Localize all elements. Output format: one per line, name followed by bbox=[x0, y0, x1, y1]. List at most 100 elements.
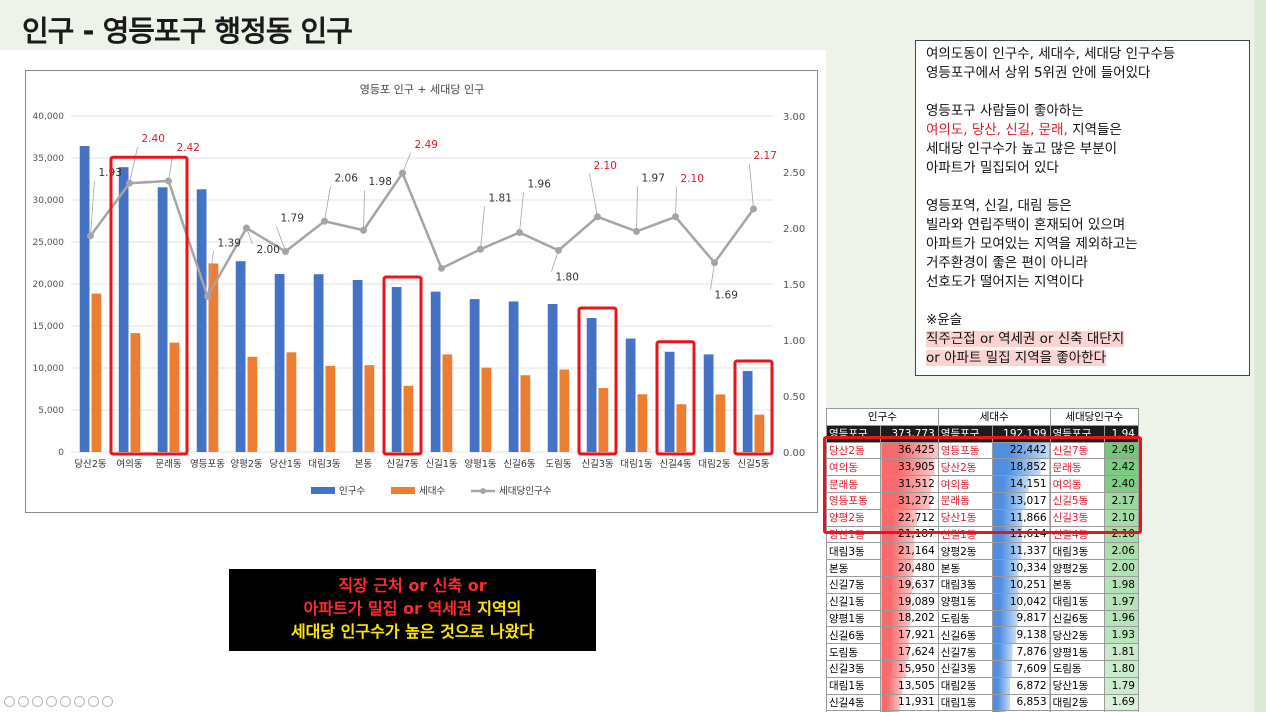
bar-population bbox=[547, 303, 558, 452]
table-row: 양평1동 18,202 도림동 9,817 신길6동 1.96 bbox=[826, 609, 1140, 628]
y-right-tick-label: 2.00 bbox=[783, 224, 805, 235]
x-tick-label: 신길4동 bbox=[659, 458, 692, 470]
table-cell: 영등포동 bbox=[937, 441, 993, 460]
table-cell: 본동 bbox=[1049, 575, 1105, 594]
chart-frame: 영등포 인구 + 세대당 인구 0 5,000 10,000 15,000 20,000 2… bbox=[25, 70, 818, 513]
y-left-tick-label: 0 bbox=[58, 448, 64, 458]
next-slide-icon[interactable] bbox=[18, 696, 29, 707]
line-point bbox=[438, 264, 445, 272]
note-highlight: or 아파트 밀집 지역을 좋아한다 bbox=[926, 349, 1239, 368]
bar-households bbox=[169, 342, 180, 452]
bar-population bbox=[469, 299, 480, 452]
note-line: 세대당 인구수가 높고 많은 부분이 bbox=[926, 141, 1118, 157]
y-right-tick-label: 0.00 bbox=[783, 448, 805, 459]
legend-swatch-point bbox=[480, 488, 486, 494]
camera-icon[interactable] bbox=[88, 696, 99, 707]
subtitle-icon[interactable] bbox=[74, 696, 85, 707]
x-tick-label: 양평1동 bbox=[464, 459, 497, 470]
y-left-tick-label: 10,000 bbox=[33, 364, 65, 374]
bar-population bbox=[157, 187, 168, 452]
table-row: 당산1동 21,187 신길1동 11,614 신길4동 2.10 bbox=[826, 525, 1140, 544]
pen-icon[interactable] bbox=[32, 696, 43, 707]
table-cell: 여의동 bbox=[937, 475, 993, 493]
table-row: 여의동 33,905 당산2동 18,852 문래동 2.42 bbox=[826, 458, 1140, 477]
conclusion-box: 직장 근처 or 신축 or 아파트가 밀집 or 역세권 지역의 세대당 인구… bbox=[229, 569, 596, 651]
table-cell: 당산2동 bbox=[826, 441, 881, 460]
table-cell: 본동 bbox=[937, 559, 993, 577]
x-tick-label: 도림동 bbox=[545, 458, 571, 470]
note-line: 아파트가 밀집되어 있다 bbox=[926, 160, 1059, 176]
chart-highlight-box bbox=[733, 359, 774, 456]
bar-population bbox=[196, 189, 207, 453]
table-cell: 양평1동 bbox=[937, 592, 993, 611]
table-cell: 21,164 bbox=[880, 542, 939, 561]
table-cell: 신길3동 bbox=[826, 659, 881, 678]
table-cell: 1.69 bbox=[1103, 693, 1140, 712]
point-data-label: 1.98 bbox=[369, 176, 392, 188]
table-summary-row: 영등포구 373,773 영등포구 192,199 영등포구 1.94 bbox=[826, 424, 1140, 443]
chart-highlight-box bbox=[109, 155, 189, 456]
table-cell: 2.10 bbox=[1103, 508, 1140, 527]
right-edge-strip bbox=[1254, 0, 1266, 712]
bar-population bbox=[79, 146, 90, 452]
note-text: 지역들은 bbox=[1067, 122, 1122, 138]
slides-icon[interactable] bbox=[46, 696, 57, 707]
table-cell: 영등포동 bbox=[826, 491, 881, 510]
bar-population bbox=[742, 371, 753, 452]
bar-population bbox=[664, 351, 675, 452]
x-tick-label: 신길5동 bbox=[737, 458, 770, 470]
table-cell: 31,272 bbox=[880, 491, 939, 510]
bar-households bbox=[130, 333, 141, 452]
y-right-tick-label: 3.00 bbox=[783, 112, 805, 123]
bar-population bbox=[235, 261, 246, 452]
conclusion-line-2: 아파트가 밀집 or 역세권 지역의 bbox=[229, 597, 596, 620]
table-summary-cell: 1.94 bbox=[1103, 424, 1140, 443]
table-cell: 19,637 bbox=[880, 575, 939, 594]
table-cell: 신길5동 bbox=[1049, 491, 1105, 510]
label-leader-line bbox=[551, 250, 559, 272]
point-data-label: 2.10 bbox=[681, 173, 704, 185]
table-cell: 양평2동 bbox=[937, 542, 993, 561]
table-cell: 1.96 bbox=[1103, 609, 1140, 628]
table-cell: 2.42 bbox=[1103, 458, 1140, 477]
table-cell: 13,017 bbox=[991, 491, 1051, 510]
table-cell: 대림2동 bbox=[826, 710, 881, 712]
note-line: 거주환경이 좋은 편이 아니라 bbox=[926, 255, 1088, 271]
table-cell: 여의동 bbox=[1049, 475, 1105, 493]
table-cell: 도림동 bbox=[826, 643, 881, 661]
table-cell: 9,817 bbox=[991, 609, 1051, 628]
chart-title: 영등포 인구 + 세대당 인구 bbox=[360, 83, 484, 96]
table-row: 영등포동 31,272 문래동 13,017 신길5동 2.17 bbox=[826, 491, 1140, 510]
prev-slide-icon[interactable] bbox=[4, 696, 15, 707]
bar-households bbox=[637, 394, 648, 452]
table-cell: 2.10 bbox=[1103, 525, 1140, 544]
table-cell: 신길1동 bbox=[826, 592, 881, 611]
bar-population bbox=[313, 274, 324, 452]
x-tick-label: 문래동 bbox=[155, 459, 181, 470]
table-cell: 31,512 bbox=[880, 475, 939, 493]
table-cell: 대림2동 bbox=[937, 676, 993, 695]
slide-title: 인구 - 영등포구 행정동 인구 bbox=[22, 14, 353, 48]
table-cell: 14,151 bbox=[991, 475, 1051, 493]
table-summary-cell: 영등포구 bbox=[826, 424, 881, 443]
table-cell: 15,950 bbox=[880, 659, 939, 678]
label-leader-line bbox=[168, 155, 173, 182]
table-cell: 신길1동 bbox=[937, 525, 993, 544]
point-data-label: 2.06 bbox=[335, 172, 359, 184]
point-data-label: 2.10 bbox=[594, 160, 617, 172]
zoom-icon[interactable] bbox=[60, 696, 71, 707]
y-left-tick-label: 35,000 bbox=[33, 154, 65, 164]
table-cell: 20,480 bbox=[880, 559, 939, 577]
x-tick-label: 당산2동 bbox=[74, 459, 107, 470]
table-cell: 신길6동 bbox=[1049, 609, 1105, 628]
label-leader-line bbox=[207, 251, 214, 297]
more-icon[interactable] bbox=[102, 696, 113, 707]
point-data-label: 2.40 bbox=[142, 133, 165, 145]
label-leader-line bbox=[90, 180, 95, 236]
table-cell: 양평2동 bbox=[1049, 559, 1105, 577]
point-data-label: 1.96 bbox=[528, 178, 552, 190]
table-summary-cell: 영등포구 bbox=[1049, 424, 1105, 443]
table-cell: 당산1동 bbox=[826, 525, 881, 544]
x-tick-label: 신길1동 bbox=[425, 458, 458, 470]
x-tick-label: 신길3동 bbox=[581, 458, 614, 470]
